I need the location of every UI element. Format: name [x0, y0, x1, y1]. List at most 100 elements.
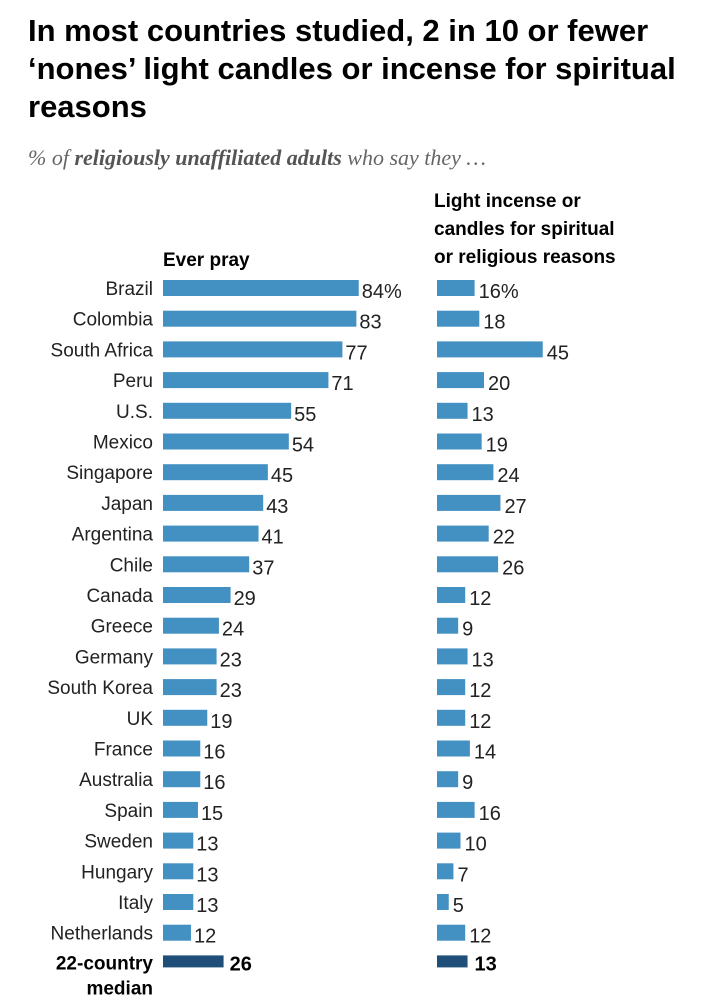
pray-value-label: 83 — [359, 312, 381, 334]
candles-value-label: 12 — [469, 711, 491, 733]
pray-value-label: 84% — [362, 281, 402, 303]
candles-bar — [437, 525, 489, 542]
pray-bar — [163, 924, 191, 941]
candles-bar — [437, 341, 543, 358]
pray-median-value: 26 — [230, 953, 252, 975]
candles-value-label: 13 — [472, 649, 494, 671]
pray-bar — [163, 617, 219, 634]
candles-bar — [437, 433, 482, 450]
country-label: Canada — [86, 586, 153, 607]
candles-value-label: 27 — [504, 496, 526, 518]
pray-bar — [163, 771, 201, 788]
pray-value-label: 13 — [196, 895, 218, 917]
candles-header-line-1: Light incense or — [434, 191, 581, 212]
candles-value-label: 26 — [502, 557, 524, 579]
candles-value-label: 18 — [483, 312, 505, 334]
candles-value-label: 24 — [497, 465, 519, 487]
candles-bar — [437, 924, 466, 941]
candles-bar — [437, 310, 480, 327]
candles-bar — [437, 832, 461, 849]
country-label: Singapore — [66, 463, 153, 484]
candles-value-label: 45 — [547, 342, 569, 364]
pray-bar — [163, 280, 359, 296]
candles-bar — [437, 740, 470, 757]
candles-value-label: 9 — [462, 772, 473, 794]
pray-bar — [163, 494, 264, 511]
pray-value-label: 77 — [345, 342, 367, 364]
candles-bar — [437, 679, 466, 696]
candles-value-label: 9 — [462, 619, 473, 641]
pray-bar — [163, 740, 201, 757]
country-label: South Africa — [51, 340, 154, 361]
pray-bar — [163, 310, 357, 327]
chart-title: In most countries studied, 2 in 10 or fe… — [28, 13, 676, 124]
pray-bar — [163, 801, 198, 818]
subtitle-prefix: % of — [28, 145, 75, 170]
candles-value-label: 10 — [465, 834, 487, 856]
country-label: UK — [127, 709, 154, 730]
candles-bar — [437, 648, 468, 665]
candles-bar — [437, 402, 468, 419]
candles-bar — [437, 494, 501, 511]
country-label: Spain — [104, 801, 153, 822]
pray-value-label: 37 — [252, 557, 274, 579]
median-label-line-2: median — [86, 978, 153, 999]
pray-value-label: 24 — [222, 619, 244, 641]
pray-bar — [163, 464, 268, 481]
candles-value-label: 12 — [469, 588, 491, 610]
pray-bar — [163, 372, 329, 389]
candles-bar — [437, 894, 449, 910]
candles-value-label: 5 — [453, 895, 464, 917]
candles-bar — [437, 280, 475, 296]
chart-subtitle: % of religiously unaffiliated adults who… — [28, 145, 688, 171]
pray-value-label: 16 — [203, 772, 225, 794]
pray-bar — [163, 709, 208, 726]
pray-bar — [163, 341, 343, 358]
candles-bar — [437, 556, 499, 573]
candles-bar — [437, 464, 494, 481]
country-label: South Korea — [47, 678, 153, 699]
candles-value-label: 12 — [469, 680, 491, 702]
subtitle-emphasis: religiously unaffiliated adults — [74, 145, 342, 170]
country-label: Greece — [91, 617, 153, 638]
country-label: Argentina — [72, 525, 154, 546]
pray-bar — [163, 648, 217, 665]
pray-value-label: 23 — [220, 680, 242, 702]
country-label: Germany — [75, 647, 154, 668]
country-label: Netherlands — [51, 924, 153, 945]
pray-bar — [163, 894, 194, 910]
candles-median-value: 13 — [475, 953, 497, 975]
pray-bar — [163, 679, 217, 696]
candles-value-label: 16% — [479, 281, 519, 303]
candles-column-header: Light incense or candles for spiritual o… — [434, 188, 616, 272]
pray-value-label: 29 — [234, 588, 256, 610]
candles-bar — [437, 863, 454, 880]
pray-bar — [163, 863, 194, 880]
pray-bar — [163, 402, 292, 419]
candles-value-label: 19 — [486, 435, 508, 457]
pray-value-label: 43 — [266, 496, 288, 518]
pray-value-label: 71 — [331, 373, 353, 395]
candles-value-label: 20 — [488, 373, 510, 395]
country-label: Colombia — [73, 310, 154, 331]
subtitle-suffix: who say they … — [341, 145, 486, 170]
pray-value-label: 41 — [262, 527, 284, 549]
candles-header-line-2: candles for spiritual — [434, 219, 615, 240]
country-label: Peru — [113, 371, 153, 392]
country-label: Brazil — [105, 279, 153, 300]
candles-value-label: 12 — [469, 926, 491, 948]
pray-value-label: 54 — [292, 435, 314, 457]
candles-bar — [437, 709, 466, 726]
pray-median-bar — [163, 955, 224, 968]
candles-bar — [437, 801, 475, 818]
pray-value-label: 13 — [196, 864, 218, 886]
pray-value-label: 23 — [220, 649, 242, 671]
pray-bar — [163, 587, 231, 603]
country-label: France — [94, 740, 153, 761]
country-label: Italy — [118, 893, 153, 914]
candles-bar — [437, 372, 484, 389]
country-label: Australia — [79, 770, 153, 791]
pray-value-label: 19 — [210, 711, 232, 733]
pray-value-label: 15 — [201, 803, 223, 825]
